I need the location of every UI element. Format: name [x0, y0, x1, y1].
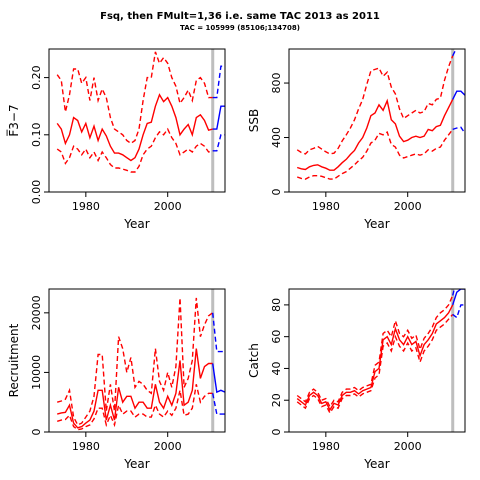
plot-frame [48, 288, 226, 433]
historic-median-line [56, 93, 213, 162]
x-tick-label: 2000 [154, 200, 182, 213]
f-plot: 1980 2000 0.00 0.10 0.20 Year F̅3−7 [6, 48, 226, 231]
x-tick-label: 1980 [312, 200, 340, 213]
x-tick-label: 1980 [312, 440, 340, 453]
y-axis-label: Catch [247, 343, 261, 378]
x-axis-label: Year [123, 217, 149, 231]
historic-lower-line [57, 384, 213, 431]
x-axis-label: Year [363, 457, 389, 471]
projection-lower-line [452, 126, 465, 134]
historic-median-line [296, 304, 454, 412]
plot-frame [288, 48, 466, 193]
y-tick-label: 0.20 [30, 65, 43, 90]
projection-median-line [212, 363, 225, 394]
historic-lower-line [296, 313, 454, 415]
x-axis-label: Year [123, 457, 149, 471]
projection-upper-line [212, 312, 225, 353]
projection-lower-line [452, 304, 465, 319]
y-tick-label: 400 [270, 127, 283, 148]
x-tick-label: 2000 [154, 440, 182, 453]
historic-lower-line [56, 127, 213, 173]
y-tick-label: 20 [270, 393, 283, 407]
plot-frame [48, 48, 226, 193]
x-tick-label: 2000 [394, 440, 422, 453]
projection-upper-line [452, 289, 456, 296]
y-tick-label: 0.10 [30, 123, 43, 148]
historic-upper-line [56, 51, 213, 145]
y-tick-label: 800 [270, 73, 283, 94]
figure-title: Fsq, then FMult=1,36 i.e. same TAC 2013 … [100, 11, 380, 22]
plot-frame [288, 288, 466, 433]
y-axis-label: Recruitment [7, 323, 21, 397]
y-tick-label: 60 [270, 330, 283, 344]
historic-median-line [57, 348, 213, 429]
y-tick-label: 10000 [30, 355, 43, 390]
y-tick-label: 0 [270, 429, 283, 436]
projection-upper-line [452, 49, 457, 57]
historic-median-line [296, 98, 454, 171]
projection-median-line [452, 90, 465, 100]
historic-upper-line [57, 297, 214, 426]
y-axis-label: SSB [247, 109, 261, 132]
y-tick-label: 0 [30, 429, 43, 436]
figure-subtitle: TAC = 105999 (85106;134708) [180, 24, 300, 32]
historic-upper-line [296, 295, 454, 409]
historic-upper-line [296, 55, 454, 155]
historic-lower-line [296, 128, 454, 180]
projection-median-line [212, 105, 225, 130]
x-axis-label: Year [363, 217, 389, 231]
projection-median-line [452, 289, 465, 306]
y-tick-label: 0.00 [30, 180, 43, 205]
y-tick-label: 20000 [30, 295, 43, 330]
y-tick-label: 40 [270, 361, 283, 375]
x-tick-label: 1980 [72, 200, 100, 213]
ssb-plot: 1980 2000 0 400 800 Year SSB [247, 48, 466, 231]
y-tick-label: 80 [270, 298, 283, 312]
y-tick-label: 0 [270, 189, 283, 196]
projection-lower-line [212, 393, 225, 415]
x-tick-label: 1980 [72, 440, 100, 453]
x-tick-label: 2000 [394, 200, 422, 213]
catch-plot: 1980 2000 0 20 40 60 80 Year Catch [247, 288, 466, 471]
y-axis-label: F̅3−7 [6, 104, 21, 136]
projection-upper-line [212, 65, 225, 99]
projection-lower-line [212, 134, 225, 152]
